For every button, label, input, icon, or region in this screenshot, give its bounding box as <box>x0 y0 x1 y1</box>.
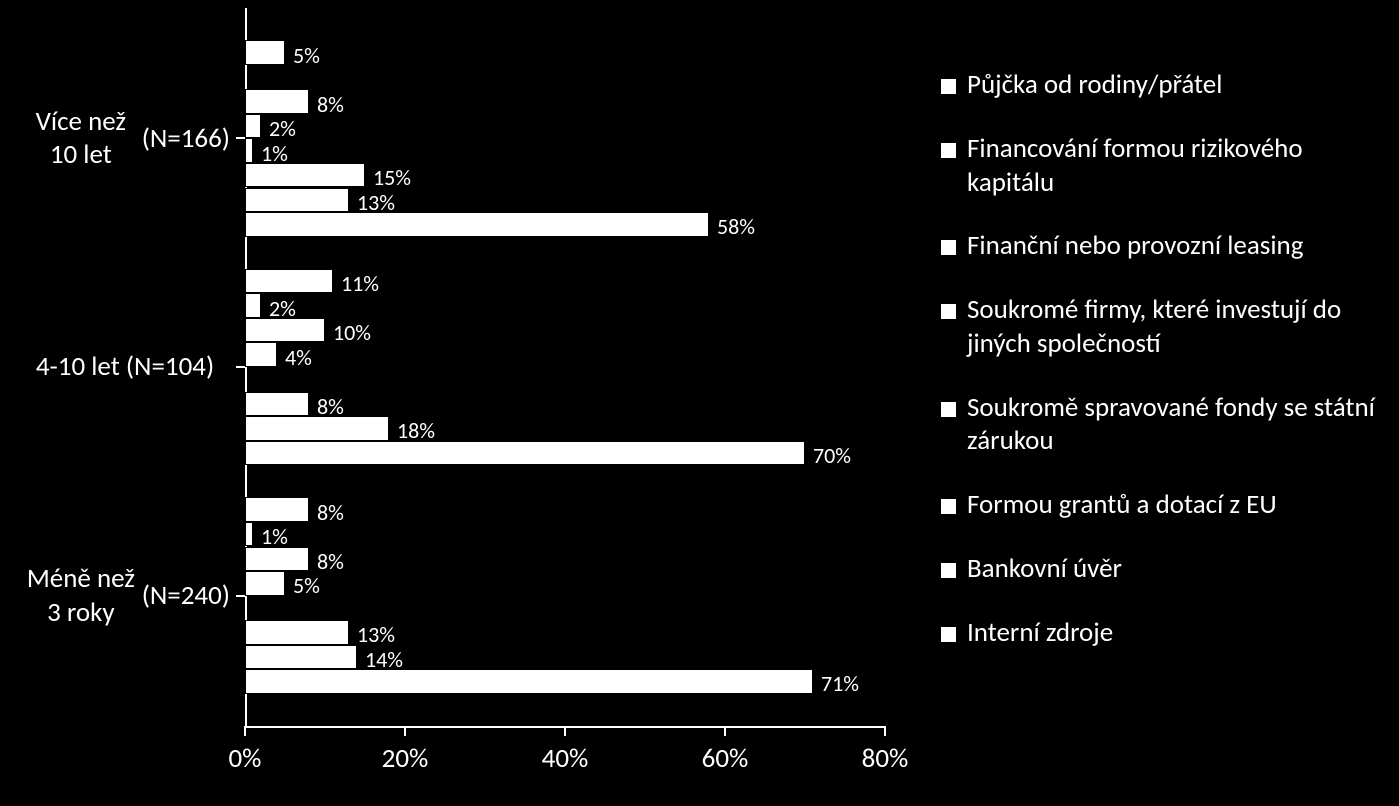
chart-bar <box>245 138 253 163</box>
x-tick-label: 40% <box>542 742 589 775</box>
x-tick-label: 60% <box>702 742 749 775</box>
legend-marker <box>940 401 957 418</box>
chart-bar <box>245 620 349 645</box>
x-tick-mark <box>884 726 886 736</box>
y-group-label: Méně než 3 roky(N=240) <box>20 562 230 630</box>
chart-bar <box>245 114 261 139</box>
legend-text: Formou grantů a dotací z EU <box>967 488 1380 522</box>
legend-item: Interní zdroje <box>940 616 1380 650</box>
y-group-label: 4-10 let (N=104) <box>20 350 230 384</box>
legend-text: Bankovní úvěr <box>967 552 1380 586</box>
x-tick-label: 0% <box>229 742 262 775</box>
bar-value-label: 5% <box>293 572 320 599</box>
bar-value-label: 2% <box>269 115 296 142</box>
bar-value-label: 71% <box>821 670 859 697</box>
chart-bar <box>245 163 365 188</box>
x-tick-mark <box>404 726 406 736</box>
legend-marker <box>940 303 957 320</box>
legend-marker <box>940 239 957 256</box>
bar-value-label: 13% <box>357 621 395 648</box>
chart-bar <box>245 318 325 343</box>
legend-marker <box>940 78 957 95</box>
bar-value-label: 70% <box>813 442 851 469</box>
legend-marker <box>940 142 957 159</box>
x-tick-label: 80% <box>862 742 909 775</box>
chart-bar <box>245 547 309 572</box>
chart-legend: Půjčka od rodiny/přátel Financování formo… <box>940 68 1380 679</box>
x-tick-mark <box>564 726 566 736</box>
bar-value-label: 8% <box>317 499 344 526</box>
bar-value-label: 4% <box>285 344 312 371</box>
legend-item: Soukromé firmy, které investují do jinýc… <box>940 293 1380 361</box>
x-tick-mark <box>724 726 726 736</box>
chart-bar <box>245 571 285 596</box>
funding-sources-chart: 0% 20% 40% 60% 80% Více než 10 let(N=166) 4-1… <box>0 0 1399 806</box>
legend-item: Formou grantů a dotací z EU <box>940 488 1380 522</box>
chart-bar <box>245 89 309 114</box>
bar-value-label: 10% <box>333 319 371 346</box>
legend-text: Interní zdroje <box>967 616 1380 650</box>
bar-value-label: 15% <box>373 164 411 191</box>
bar-value-label: 58% <box>717 213 755 240</box>
chart-bar <box>245 342 277 367</box>
chart-bar <box>245 522 253 547</box>
chart-bar <box>245 212 709 237</box>
legend-text: Soukromé firmy, které investují do jinýc… <box>967 293 1380 361</box>
bar-value-label: 8% <box>317 91 344 118</box>
chart-bar <box>245 40 285 65</box>
legend-text: Finanční nebo provozní leasing <box>967 229 1380 263</box>
chart-bar <box>245 441 805 466</box>
legend-item: Finanční nebo provozní leasing <box>940 229 1380 263</box>
legend-item: Financování formou rizikového kapitálu <box>940 132 1380 200</box>
chart-bar <box>245 188 349 213</box>
legend-text: Financování formou rizikového kapitálu <box>967 132 1380 200</box>
chart-bar <box>245 497 309 522</box>
bar-value-label: 5% <box>293 42 320 69</box>
legend-text: Soukromě spravované fondy se státní záru… <box>967 391 1380 459</box>
x-tick-label: 20% <box>382 742 429 775</box>
chart-bar <box>245 669 813 694</box>
legend-marker <box>940 626 957 643</box>
y-group-label: Více než 10 let(N=166) <box>20 104 230 172</box>
chart-bar <box>245 416 389 441</box>
bar-value-label: 8% <box>317 548 344 575</box>
legend-marker <box>940 498 957 515</box>
legend-marker <box>940 562 957 579</box>
chart-bar <box>245 269 333 294</box>
legend-item: Soukromě spravované fondy se státní záru… <box>940 391 1380 459</box>
legend-text: Půjčka od rodiny/přátel <box>967 68 1380 102</box>
x-tick-mark <box>244 726 246 736</box>
chart-bar <box>245 645 357 670</box>
bar-value-label: 11% <box>341 270 379 297</box>
chart-bar <box>245 392 309 417</box>
legend-item: Bankovní úvěr <box>940 552 1380 586</box>
legend-item: Půjčka od rodiny/přátel <box>940 68 1380 102</box>
chart-bar <box>245 293 261 318</box>
